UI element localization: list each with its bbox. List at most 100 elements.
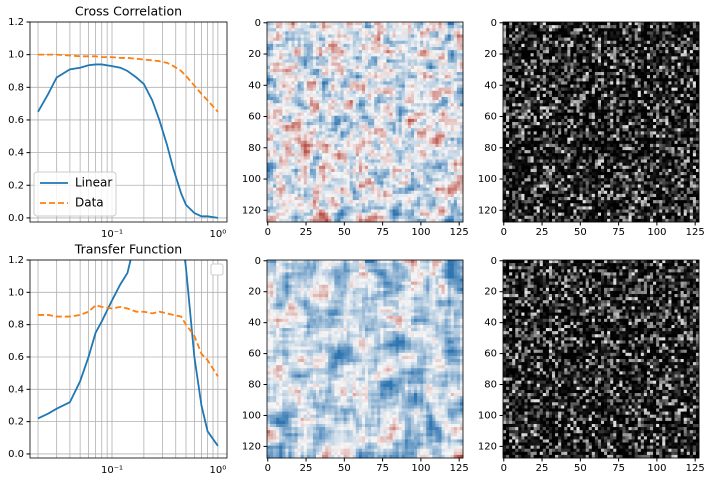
image-pixel <box>674 34 678 38</box>
image-pixel <box>417 150 421 154</box>
image-pixel <box>374 175 378 179</box>
axes-frame <box>29 21 228 223</box>
image-pixel <box>349 62 354 67</box>
image-pixel <box>276 128 280 132</box>
image-pixel <box>692 47 697 51</box>
image-pixel <box>456 184 461 188</box>
image-pixel <box>453 143 458 148</box>
image-pixel <box>695 50 700 54</box>
image-pixel <box>291 112 295 117</box>
image-pixel <box>380 197 384 201</box>
image-pixel <box>297 134 301 138</box>
image-pixel <box>521 34 525 38</box>
image-pixel <box>337 147 341 151</box>
image-pixel <box>561 28 565 32</box>
image-pixel <box>561 25 565 29</box>
image-pixel <box>558 22 562 26</box>
image-pixel <box>404 112 409 117</box>
image-pixel <box>410 212 415 217</box>
image-pixel <box>343 137 347 142</box>
image-pixel <box>459 65 464 70</box>
image-pixel <box>665 53 669 57</box>
image-pixel <box>401 47 406 51</box>
image-pixel <box>343 97 347 101</box>
image-pixel <box>646 34 651 38</box>
image-pixel <box>392 156 396 160</box>
image-pixel <box>294 125 298 129</box>
image-pixel <box>604 31 608 35</box>
image-pixel <box>588 43 593 48</box>
image-pixel <box>420 172 424 176</box>
image-pixel <box>414 97 418 101</box>
image-pixel <box>282 112 286 117</box>
image-pixel <box>306 125 311 129</box>
image-pixel <box>361 37 366 42</box>
image-pixel <box>328 65 332 70</box>
image-pixel <box>349 90 354 95</box>
image-pixel <box>346 40 350 45</box>
image-pixel <box>426 131 430 135</box>
image-pixel <box>410 68 415 73</box>
image-pixel <box>371 140 375 145</box>
image-pixel <box>438 31 442 35</box>
image-pixel <box>432 187 436 192</box>
image-pixel <box>312 206 317 210</box>
image-pixel <box>325 118 329 123</box>
image-pixel <box>456 22 461 26</box>
image-pixel <box>276 165 280 170</box>
image-pixel <box>432 147 436 151</box>
image-pixel <box>340 40 344 45</box>
image-pixel <box>276 28 280 32</box>
image-pixel <box>438 28 442 32</box>
image-pixel <box>619 43 623 48</box>
image-pixel <box>444 22 448 26</box>
image-pixel <box>450 53 455 57</box>
image-pixel <box>404 175 409 179</box>
image-pixel <box>276 140 280 145</box>
image-pixel <box>607 37 611 42</box>
image-pixel <box>582 53 586 57</box>
image-pixel <box>665 31 669 35</box>
image-pixel <box>331 43 335 48</box>
image-pixel <box>389 150 393 154</box>
image-pixel <box>386 147 390 151</box>
image-pixel <box>358 184 363 188</box>
image-pixel <box>410 78 415 82</box>
image-pixel <box>432 125 436 129</box>
image-pixel <box>423 90 427 95</box>
image-pixel <box>328 212 332 217</box>
image-pixel <box>294 118 298 123</box>
image-pixel <box>358 25 363 29</box>
image-pixel <box>450 122 455 126</box>
image-pixel <box>319 62 323 67</box>
image-pixel <box>322 128 326 132</box>
image-pixel <box>395 181 399 185</box>
image-pixel <box>291 131 295 135</box>
image-pixel <box>429 34 433 38</box>
image-pixel <box>570 37 574 42</box>
image-pixel <box>695 56 700 60</box>
image-pixel <box>291 212 295 217</box>
image-pixel <box>276 47 280 51</box>
image-pixel <box>267 50 271 54</box>
image-pixel <box>309 112 314 117</box>
image-pixel <box>288 43 292 48</box>
image-pixel <box>377 193 381 198</box>
image-pixel <box>450 190 455 195</box>
image-pixel <box>401 212 406 217</box>
image-pixel <box>407 115 412 120</box>
image-pixel <box>622 28 626 32</box>
image-pixel <box>349 209 354 213</box>
image-pixel <box>646 59 651 63</box>
image-pixel <box>432 75 436 79</box>
image-pixel <box>665 43 669 48</box>
image-pixel <box>288 178 292 182</box>
image-pixel <box>423 187 427 192</box>
image-pixel <box>270 87 274 92</box>
image-pixel <box>395 68 399 73</box>
image-pixel <box>512 56 516 60</box>
image-pixel <box>417 197 421 201</box>
image-pixel <box>306 137 311 142</box>
image-pixel <box>377 200 381 204</box>
image-pixel <box>512 22 516 26</box>
